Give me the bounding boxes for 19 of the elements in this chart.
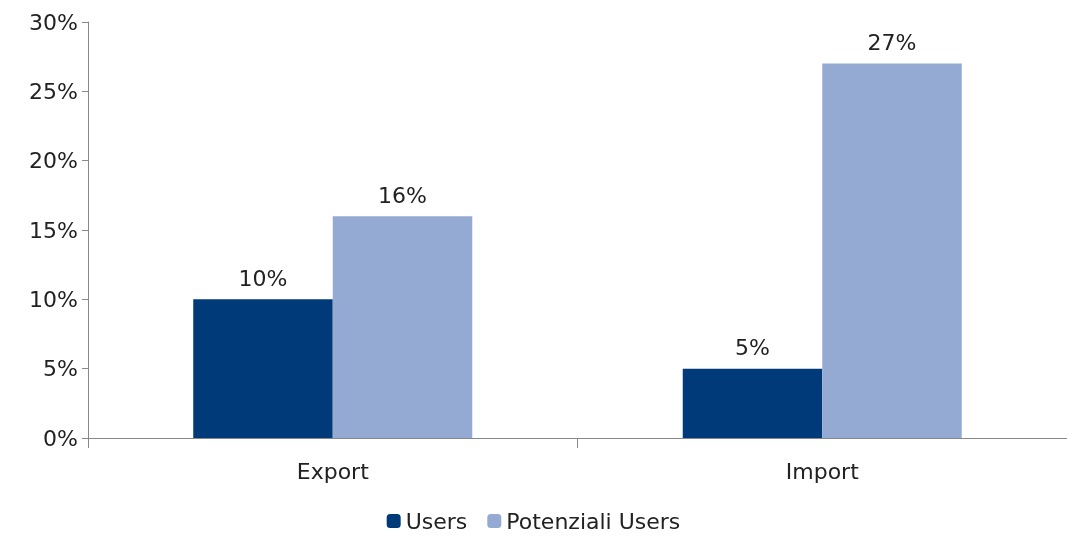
data-label: 5%	[735, 335, 770, 361]
data-label: 10%	[238, 265, 288, 291]
y-tick-label: 5%	[43, 356, 78, 382]
y-tick-label: 10%	[29, 286, 78, 312]
bar	[822, 63, 962, 438]
bar	[332, 216, 473, 438]
x-tick-label: Export	[296, 458, 370, 484]
y-tick-label: 25%	[29, 78, 78, 104]
data-label: 27%	[867, 30, 917, 56]
x-tick-label: Import	[785, 458, 860, 484]
y-tick-label: 30%	[29, 9, 78, 35]
bar	[682, 368, 823, 438]
y-tick-label: 0%	[43, 425, 78, 451]
bar	[193, 299, 333, 438]
data-label: 16%	[378, 182, 427, 208]
legend-label: Users	[405, 508, 468, 534]
y-tick-label: 20%	[29, 148, 78, 174]
legend-label: Potenziali Users	[506, 508, 681, 534]
y-tick-label: 15%	[29, 217, 78, 243]
